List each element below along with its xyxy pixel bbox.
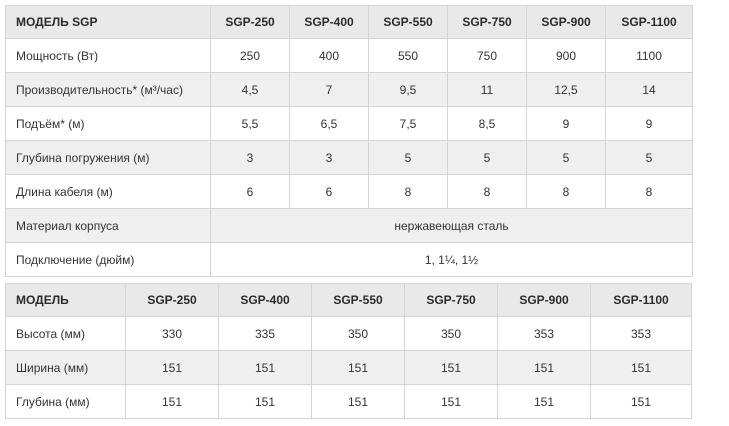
header-cell: SGP-550: [311, 283, 405, 317]
table-cell: 151: [125, 350, 219, 385]
header-cell: SGP-250: [210, 5, 290, 39]
table-cell: 5: [368, 140, 448, 175]
dimensions-table: МОДЕЛЬ SGP-250 SGP-400 SGP-550 SGP-750 S…: [5, 283, 692, 419]
table-cell: 3: [210, 140, 290, 175]
table-row: Ширина (мм) 151 151 151 151 151 151: [5, 350, 692, 385]
row-label: Подключение (дюйм): [5, 242, 211, 277]
table-cell: 250: [210, 38, 290, 73]
row-label: Материал корпуса: [5, 208, 211, 243]
row-label: Высота (мм): [5, 316, 126, 351]
table-cell: 151: [404, 384, 498, 419]
table-cell: 7,5: [368, 106, 448, 141]
table-cell: 14: [605, 72, 693, 107]
table-cell: 151: [590, 384, 692, 419]
table-cell: 750: [447, 38, 527, 73]
table-cell: 151: [497, 350, 591, 385]
table-cell: 8: [368, 174, 448, 209]
table-header-row: МОДЕЛЬ SGP-250 SGP-400 SGP-550 SGP-750 S…: [5, 283, 692, 317]
table-cell: 9: [605, 106, 693, 141]
table-row: Высота (мм) 330 335 350 350 353 353: [5, 316, 692, 351]
table-cell: 11: [447, 72, 527, 107]
table-cell: 3: [289, 140, 369, 175]
header-cell: SGP-1100: [605, 5, 693, 39]
header-cell: SGP-750: [447, 5, 527, 39]
table-row: Производительность* (м³/час) 4,5 7 9,5 1…: [5, 72, 693, 107]
header-cell: SGP-250: [125, 283, 219, 317]
table-cell: 900: [526, 38, 606, 73]
header-model: МОДЕЛЬ SGP: [5, 5, 211, 39]
header-cell: SGP-550: [368, 5, 448, 39]
row-label: Ширина (мм): [5, 350, 126, 385]
header-cell: SGP-900: [526, 5, 606, 39]
table-cell: 151: [404, 350, 498, 385]
table-cell: 7: [289, 72, 369, 107]
table-cell: 151: [218, 384, 312, 419]
table-row: Глубина погружения (м) 3 3 5 5 5 5: [5, 140, 693, 175]
row-label: Глубина погружения (м): [5, 140, 211, 175]
table-cell: 151: [218, 350, 312, 385]
table-cell: 151: [497, 384, 591, 419]
table-row: Глубина (мм) 151 151 151 151 151 151: [5, 384, 692, 419]
table-row: Подъём* (м) 5,5 6,5 7,5 8,5 9 9: [5, 106, 693, 141]
table-cell: 151: [590, 350, 692, 385]
table-cell: 350: [404, 316, 498, 351]
table-cell: 335: [218, 316, 312, 351]
header-model: МОДЕЛЬ: [5, 283, 126, 317]
table-cell: 9: [526, 106, 606, 141]
table-cell: 8: [526, 174, 606, 209]
table-cell: 330: [125, 316, 219, 351]
table-cell: 5: [526, 140, 606, 175]
header-cell: SGP-750: [404, 283, 498, 317]
table-cell: 1100: [605, 38, 693, 73]
row-label: Подъём* (м): [5, 106, 211, 141]
table-row: Длина кабеля (м) 6 6 8 8 8 8: [5, 174, 693, 209]
header-cell: SGP-400: [289, 5, 369, 39]
merged-cell-connection: 1, 1¼, 1½: [210, 242, 693, 277]
table-cell: 9,5: [368, 72, 448, 107]
merged-cell-material: нержавеющая сталь: [210, 208, 693, 243]
table-cell: 12,5: [526, 72, 606, 107]
row-label: Мощность (Вт): [5, 38, 211, 73]
table-row: Материал корпуса нержавеющая сталь: [5, 208, 693, 243]
table-cell: 353: [590, 316, 692, 351]
table-cell: 8: [605, 174, 693, 209]
row-label: Глубина (мм): [5, 384, 126, 419]
table-cell: 8: [447, 174, 527, 209]
table-cell: 350: [311, 316, 405, 351]
table-cell: 400: [289, 38, 369, 73]
table-cell: 5: [447, 140, 527, 175]
table-row: Подключение (дюйм) 1, 1¼, 1½: [5, 242, 693, 277]
table-cell: 5,5: [210, 106, 290, 141]
table-cell: 6: [210, 174, 290, 209]
table-cell: 353: [497, 316, 591, 351]
specifications-table: МОДЕЛЬ SGP SGP-250 SGP-400 SGP-550 SGP-7…: [5, 5, 693, 277]
row-label: Длина кабеля (м): [5, 174, 211, 209]
table-header-row: МОДЕЛЬ SGP SGP-250 SGP-400 SGP-550 SGP-7…: [5, 5, 693, 39]
table-cell: 151: [311, 384, 405, 419]
table-row: Мощность (Вт) 250 400 550 750 900 1100: [5, 38, 693, 73]
row-label: Производительность* (м³/час): [5, 72, 211, 107]
header-cell: SGP-400: [218, 283, 312, 317]
table-cell: 151: [311, 350, 405, 385]
table-cell: 550: [368, 38, 448, 73]
table-cell: 6: [289, 174, 369, 209]
header-cell: SGP-1100: [590, 283, 692, 317]
table-cell: 8,5: [447, 106, 527, 141]
table-cell: 151: [125, 384, 219, 419]
table-cell: 5: [605, 140, 693, 175]
table-cell: 4,5: [210, 72, 290, 107]
table-cell: 6,5: [289, 106, 369, 141]
header-cell: SGP-900: [497, 283, 591, 317]
